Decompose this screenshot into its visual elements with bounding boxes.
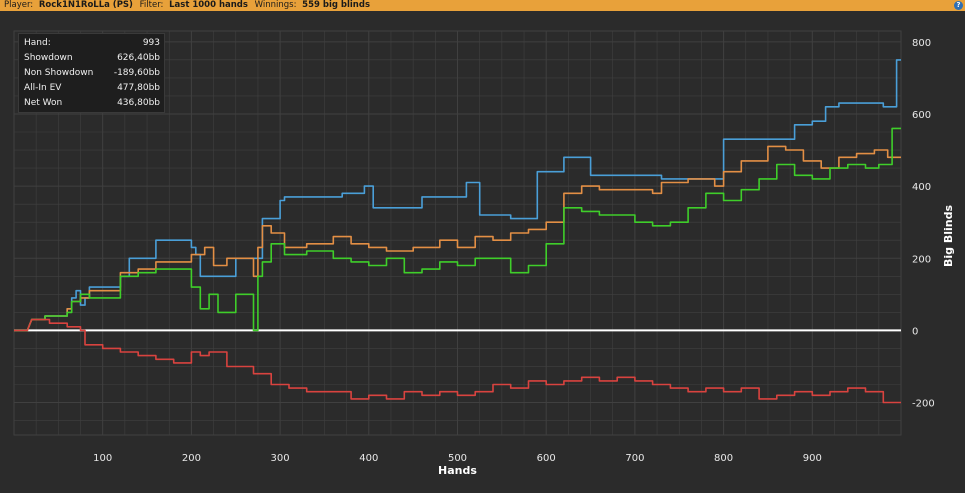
chart-ticks: 100 200 300 400 500 600 700 800 900 -200 0 200 400 60… <box>93 38 935 464</box>
hand-info-box: Hand: 993 Showdown 626,40bb Non Showdown -1… <box>18 33 165 113</box>
x-tick-label: 300 <box>271 453 290 464</box>
winnings-value: 559 big blinds <box>302 0 371 10</box>
y-tick-label: 800 <box>912 38 931 49</box>
series-line-showdown <box>14 59 901 332</box>
series-line-non-showdown <box>14 318 901 404</box>
x-tick-label: 700 <box>625 453 644 464</box>
info-row-non-showdown: Non Showdown -189,60bb <box>24 66 160 80</box>
info-row-hand: Hand: 993 <box>24 36 160 50</box>
series-line-all-in-ev <box>14 145 901 332</box>
y-tick-label: 0 <box>912 326 918 337</box>
info-value: 436,80bb <box>117 98 160 108</box>
filter-label: Filter: <box>139 0 164 10</box>
y-axis-label: Big Blinds <box>942 205 955 267</box>
y-tick-label: 600 <box>912 110 931 121</box>
info-value: 993 <box>142 38 160 48</box>
x-tick-label: 500 <box>448 453 467 464</box>
info-value: 626,40bb <box>117 53 160 63</box>
y-tick-label: 400 <box>912 182 931 193</box>
info-label: Non Showdown <box>24 68 94 78</box>
y-tick-label: -200 <box>912 399 935 410</box>
info-value: 477,80bb <box>117 83 160 93</box>
chart-series <box>14 59 901 404</box>
info-label: All-In EV <box>24 83 62 93</box>
help-icon[interactable]: ? <box>954 1 963 10</box>
info-row-net-won: Net Won 436,80bb <box>24 96 160 110</box>
info-label: Hand: <box>24 38 51 48</box>
x-tick-label: 600 <box>537 453 556 464</box>
winnings-label: Winnings: <box>254 0 297 10</box>
x-axis-label: Hands <box>438 464 477 477</box>
winnings-chart: 100 200 300 400 500 600 700 800 900 -200 0 200 400 60… <box>13 30 955 477</box>
y-tick-label: 200 <box>912 254 931 265</box>
info-row-showdown: Showdown 626,40bb <box>24 51 160 65</box>
info-value: -189,60bb <box>113 68 160 78</box>
filter-value[interactable]: Last 1000 hands <box>169 0 248 10</box>
series-line-net-won <box>14 127 901 332</box>
x-tick-label: 800 <box>714 453 733 464</box>
info-label: Net Won <box>24 98 63 108</box>
filter-bar: Player: Rock1N1RoLLa (PS) Filter: Last 1… <box>0 0 965 11</box>
x-tick-label: 100 <box>93 453 112 464</box>
x-tick-label: 900 <box>803 453 822 464</box>
info-row-all-in-ev: All-In EV 477,80bb <box>24 81 160 95</box>
player-value[interactable]: Rock1N1RoLLa (PS) <box>38 0 133 10</box>
info-label: Showdown <box>24 53 73 63</box>
x-tick-label: 200 <box>182 453 201 464</box>
x-tick-label: 400 <box>359 453 378 464</box>
player-label: Player: <box>4 0 34 10</box>
